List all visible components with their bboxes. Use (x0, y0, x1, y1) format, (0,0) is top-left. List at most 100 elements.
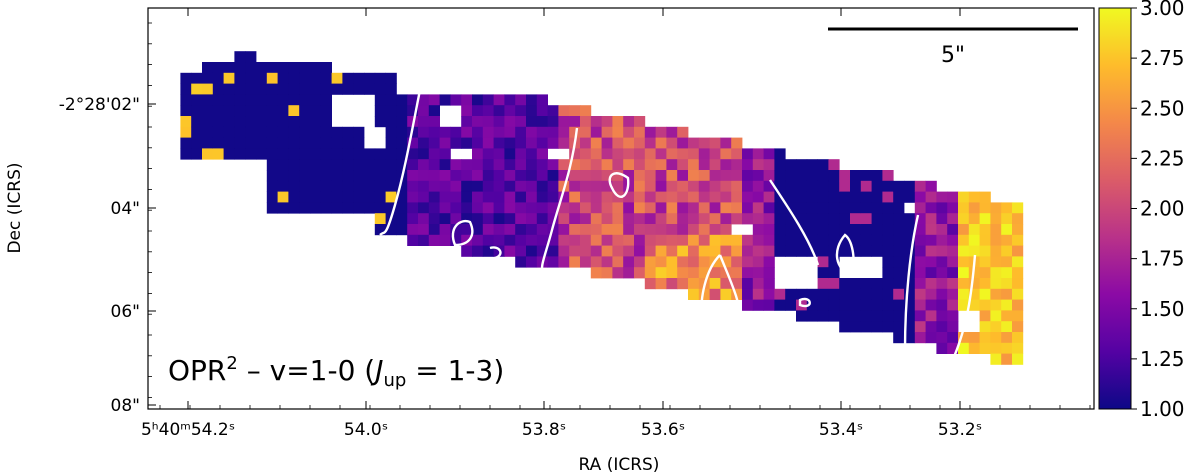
map-pixel (655, 137, 667, 149)
map-pixel (655, 148, 667, 160)
map-pixel (925, 180, 937, 192)
map-pixel (666, 126, 678, 138)
map-pixel (925, 267, 937, 279)
map-pixel (742, 245, 754, 257)
map-pixel (245, 83, 257, 95)
map-pixel (191, 116, 203, 128)
map-pixel (688, 137, 700, 149)
map-pixel (180, 126, 192, 138)
map-pixel (547, 202, 559, 214)
map-pixel (785, 234, 797, 246)
map-pixel (936, 191, 948, 203)
map-pixel (450, 234, 462, 246)
map-pixel (860, 234, 872, 246)
map-pixel (266, 191, 278, 203)
map-pixel (828, 213, 840, 225)
map-pixel (860, 299, 872, 311)
map-pixel (396, 126, 408, 138)
map-pixel (720, 202, 732, 214)
map-pixel (234, 72, 246, 84)
map-pixel (418, 126, 430, 138)
map-pixel (212, 72, 224, 84)
map-pixel (828, 278, 840, 290)
map-pixel (526, 126, 538, 138)
map-pixel (482, 213, 494, 225)
map-pixel (817, 170, 829, 182)
map-pixel (569, 159, 581, 171)
map-pixel (958, 278, 970, 290)
map-pixel (882, 310, 894, 322)
map-pixel (990, 353, 1002, 365)
map-pixel (709, 234, 721, 246)
map-pixel (601, 126, 613, 138)
map-pixel (958, 256, 970, 268)
map-pixel (590, 224, 602, 236)
map-pixel (720, 180, 732, 192)
map-pixel (256, 137, 268, 149)
map-pixel (634, 191, 646, 203)
contour-line (700, 254, 744, 326)
map-pixel (958, 224, 970, 236)
map-pixel (666, 267, 678, 279)
map-pixel (569, 213, 581, 225)
map-pixel (407, 137, 419, 149)
map-pixel (634, 245, 646, 257)
map-pixel (806, 299, 818, 311)
map-pixel (277, 159, 289, 171)
map-pixel (720, 256, 732, 268)
map-pixel (493, 213, 505, 225)
map-pixel (590, 213, 602, 225)
map-pixel (536, 116, 548, 128)
map-pixel (936, 245, 948, 257)
map-pixel (353, 202, 365, 214)
map-pixel (320, 94, 332, 106)
map-pixel (1001, 353, 1013, 365)
map-pixel (904, 288, 916, 300)
map-pixel (472, 94, 484, 106)
map-pixel (709, 137, 721, 149)
map-pixel (936, 256, 948, 268)
map-pixel (925, 321, 937, 333)
map-pixel (709, 267, 721, 279)
map-pixel (796, 288, 808, 300)
map-pixel (288, 137, 300, 149)
map-pixel (893, 321, 905, 333)
map-pixel (472, 105, 484, 117)
map-pixel (698, 213, 710, 225)
map-pixel (536, 180, 548, 192)
map-pixel (817, 245, 829, 257)
contour-line (903, 214, 920, 351)
map-pixel (256, 94, 268, 106)
map-pixel (277, 94, 289, 106)
map-pixel (752, 224, 764, 236)
map-pixel (688, 170, 700, 182)
map-pixel (677, 191, 689, 203)
map-pixel (796, 245, 808, 257)
map-pixel (666, 202, 678, 214)
map-pixel (990, 321, 1002, 333)
map-pixel (461, 180, 473, 192)
map-pixel (698, 267, 710, 279)
map-pixel (990, 202, 1002, 214)
map-pixel (817, 234, 829, 246)
map-pixel (396, 94, 408, 106)
map-pixel (893, 288, 905, 300)
map-pixel (1001, 321, 1013, 333)
map-pixel (374, 105, 386, 117)
map-pixel (947, 321, 959, 333)
map-pixel (904, 321, 916, 333)
map-pixel (623, 202, 635, 214)
map-pixel (439, 180, 451, 192)
map-pixel (914, 310, 926, 322)
map-pixel (536, 159, 548, 171)
map-pixel (299, 116, 311, 128)
map-pixel (364, 170, 376, 182)
map-pixel (580, 245, 592, 257)
map-pixel (472, 180, 484, 192)
y-tick-label: 04" (111, 199, 140, 219)
map-pixel (385, 137, 397, 149)
map-pixel (223, 72, 235, 84)
map-pixel (709, 191, 721, 203)
map-pixel (558, 245, 570, 257)
map-pixel (580, 180, 592, 192)
